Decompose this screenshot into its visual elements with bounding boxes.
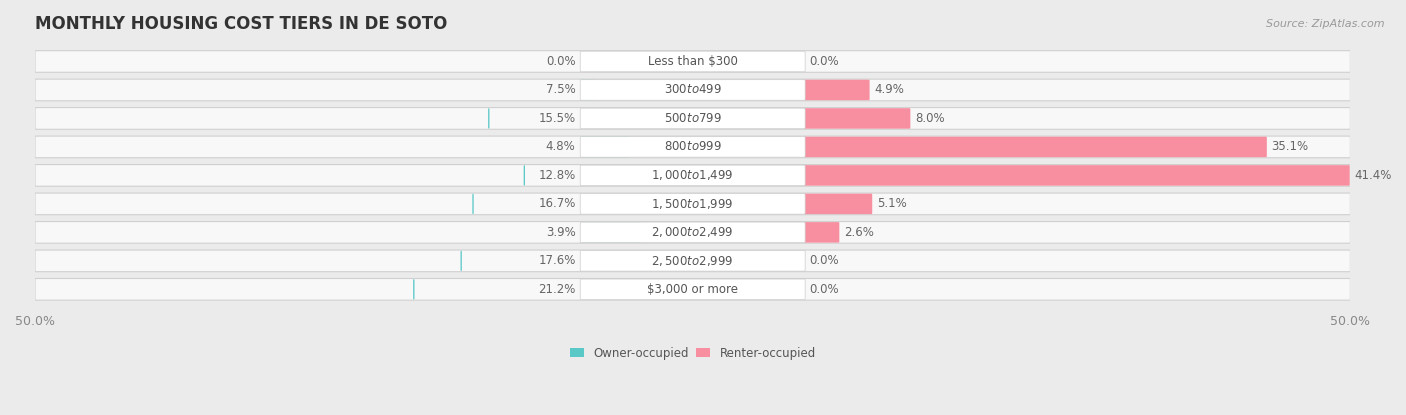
Text: 4.8%: 4.8%	[546, 140, 575, 154]
FancyBboxPatch shape	[581, 80, 806, 100]
Text: $800 to $999: $800 to $999	[664, 140, 721, 154]
Text: 7.5%: 7.5%	[546, 83, 575, 96]
Text: 17.6%: 17.6%	[538, 254, 575, 267]
FancyBboxPatch shape	[35, 278, 1350, 300]
FancyBboxPatch shape	[35, 250, 1350, 272]
FancyBboxPatch shape	[35, 51, 1350, 72]
FancyBboxPatch shape	[35, 222, 1350, 243]
Text: $500 to $799: $500 to $799	[664, 112, 721, 125]
Text: 0.0%: 0.0%	[810, 283, 839, 296]
Text: 0.0%: 0.0%	[810, 254, 839, 267]
FancyBboxPatch shape	[581, 251, 806, 271]
Text: 4.9%: 4.9%	[875, 83, 904, 96]
Text: 16.7%: 16.7%	[538, 198, 575, 210]
Text: $3,000 or more: $3,000 or more	[647, 283, 738, 296]
FancyBboxPatch shape	[35, 165, 1350, 186]
Text: Less than $300: Less than $300	[648, 55, 738, 68]
FancyBboxPatch shape	[35, 79, 1350, 101]
FancyBboxPatch shape	[581, 137, 806, 157]
FancyBboxPatch shape	[35, 193, 1350, 215]
FancyBboxPatch shape	[804, 165, 1350, 186]
FancyBboxPatch shape	[35, 136, 1350, 158]
Text: 3.9%: 3.9%	[546, 226, 575, 239]
FancyBboxPatch shape	[581, 222, 641, 243]
Text: MONTHLY HOUSING COST TIERS IN DE SOTO: MONTHLY HOUSING COST TIERS IN DE SOTO	[35, 15, 447, 33]
Legend: Owner-occupied, Renter-occupied: Owner-occupied, Renter-occupied	[565, 342, 821, 364]
Text: 0.0%: 0.0%	[546, 55, 575, 68]
Text: $1,000 to $1,499: $1,000 to $1,499	[651, 168, 734, 183]
FancyBboxPatch shape	[581, 51, 806, 72]
Text: 12.8%: 12.8%	[538, 169, 575, 182]
FancyBboxPatch shape	[581, 165, 806, 186]
FancyBboxPatch shape	[804, 137, 1267, 157]
FancyBboxPatch shape	[804, 108, 910, 129]
Text: Source: ZipAtlas.com: Source: ZipAtlas.com	[1267, 19, 1385, 29]
Text: 8.0%: 8.0%	[915, 112, 945, 125]
Text: $1,500 to $1,999: $1,500 to $1,999	[651, 197, 734, 211]
Text: 0.0%: 0.0%	[810, 55, 839, 68]
Text: 35.1%: 35.1%	[1271, 140, 1309, 154]
FancyBboxPatch shape	[581, 108, 806, 129]
FancyBboxPatch shape	[581, 222, 806, 243]
FancyBboxPatch shape	[804, 80, 869, 100]
Text: $2,000 to $2,499: $2,000 to $2,499	[651, 225, 734, 239]
FancyBboxPatch shape	[581, 137, 630, 157]
FancyBboxPatch shape	[581, 279, 806, 300]
FancyBboxPatch shape	[581, 80, 593, 100]
Text: 21.2%: 21.2%	[538, 283, 575, 296]
FancyBboxPatch shape	[35, 107, 1350, 129]
Text: 41.4%: 41.4%	[1354, 169, 1392, 182]
FancyBboxPatch shape	[581, 194, 806, 214]
Text: $300 to $499: $300 to $499	[664, 83, 721, 96]
Text: 5.1%: 5.1%	[877, 198, 907, 210]
Text: 15.5%: 15.5%	[538, 112, 575, 125]
FancyBboxPatch shape	[804, 194, 872, 214]
Text: 2.6%: 2.6%	[844, 226, 873, 239]
FancyBboxPatch shape	[804, 222, 839, 243]
Text: $2,500 to $2,999: $2,500 to $2,999	[651, 254, 734, 268]
